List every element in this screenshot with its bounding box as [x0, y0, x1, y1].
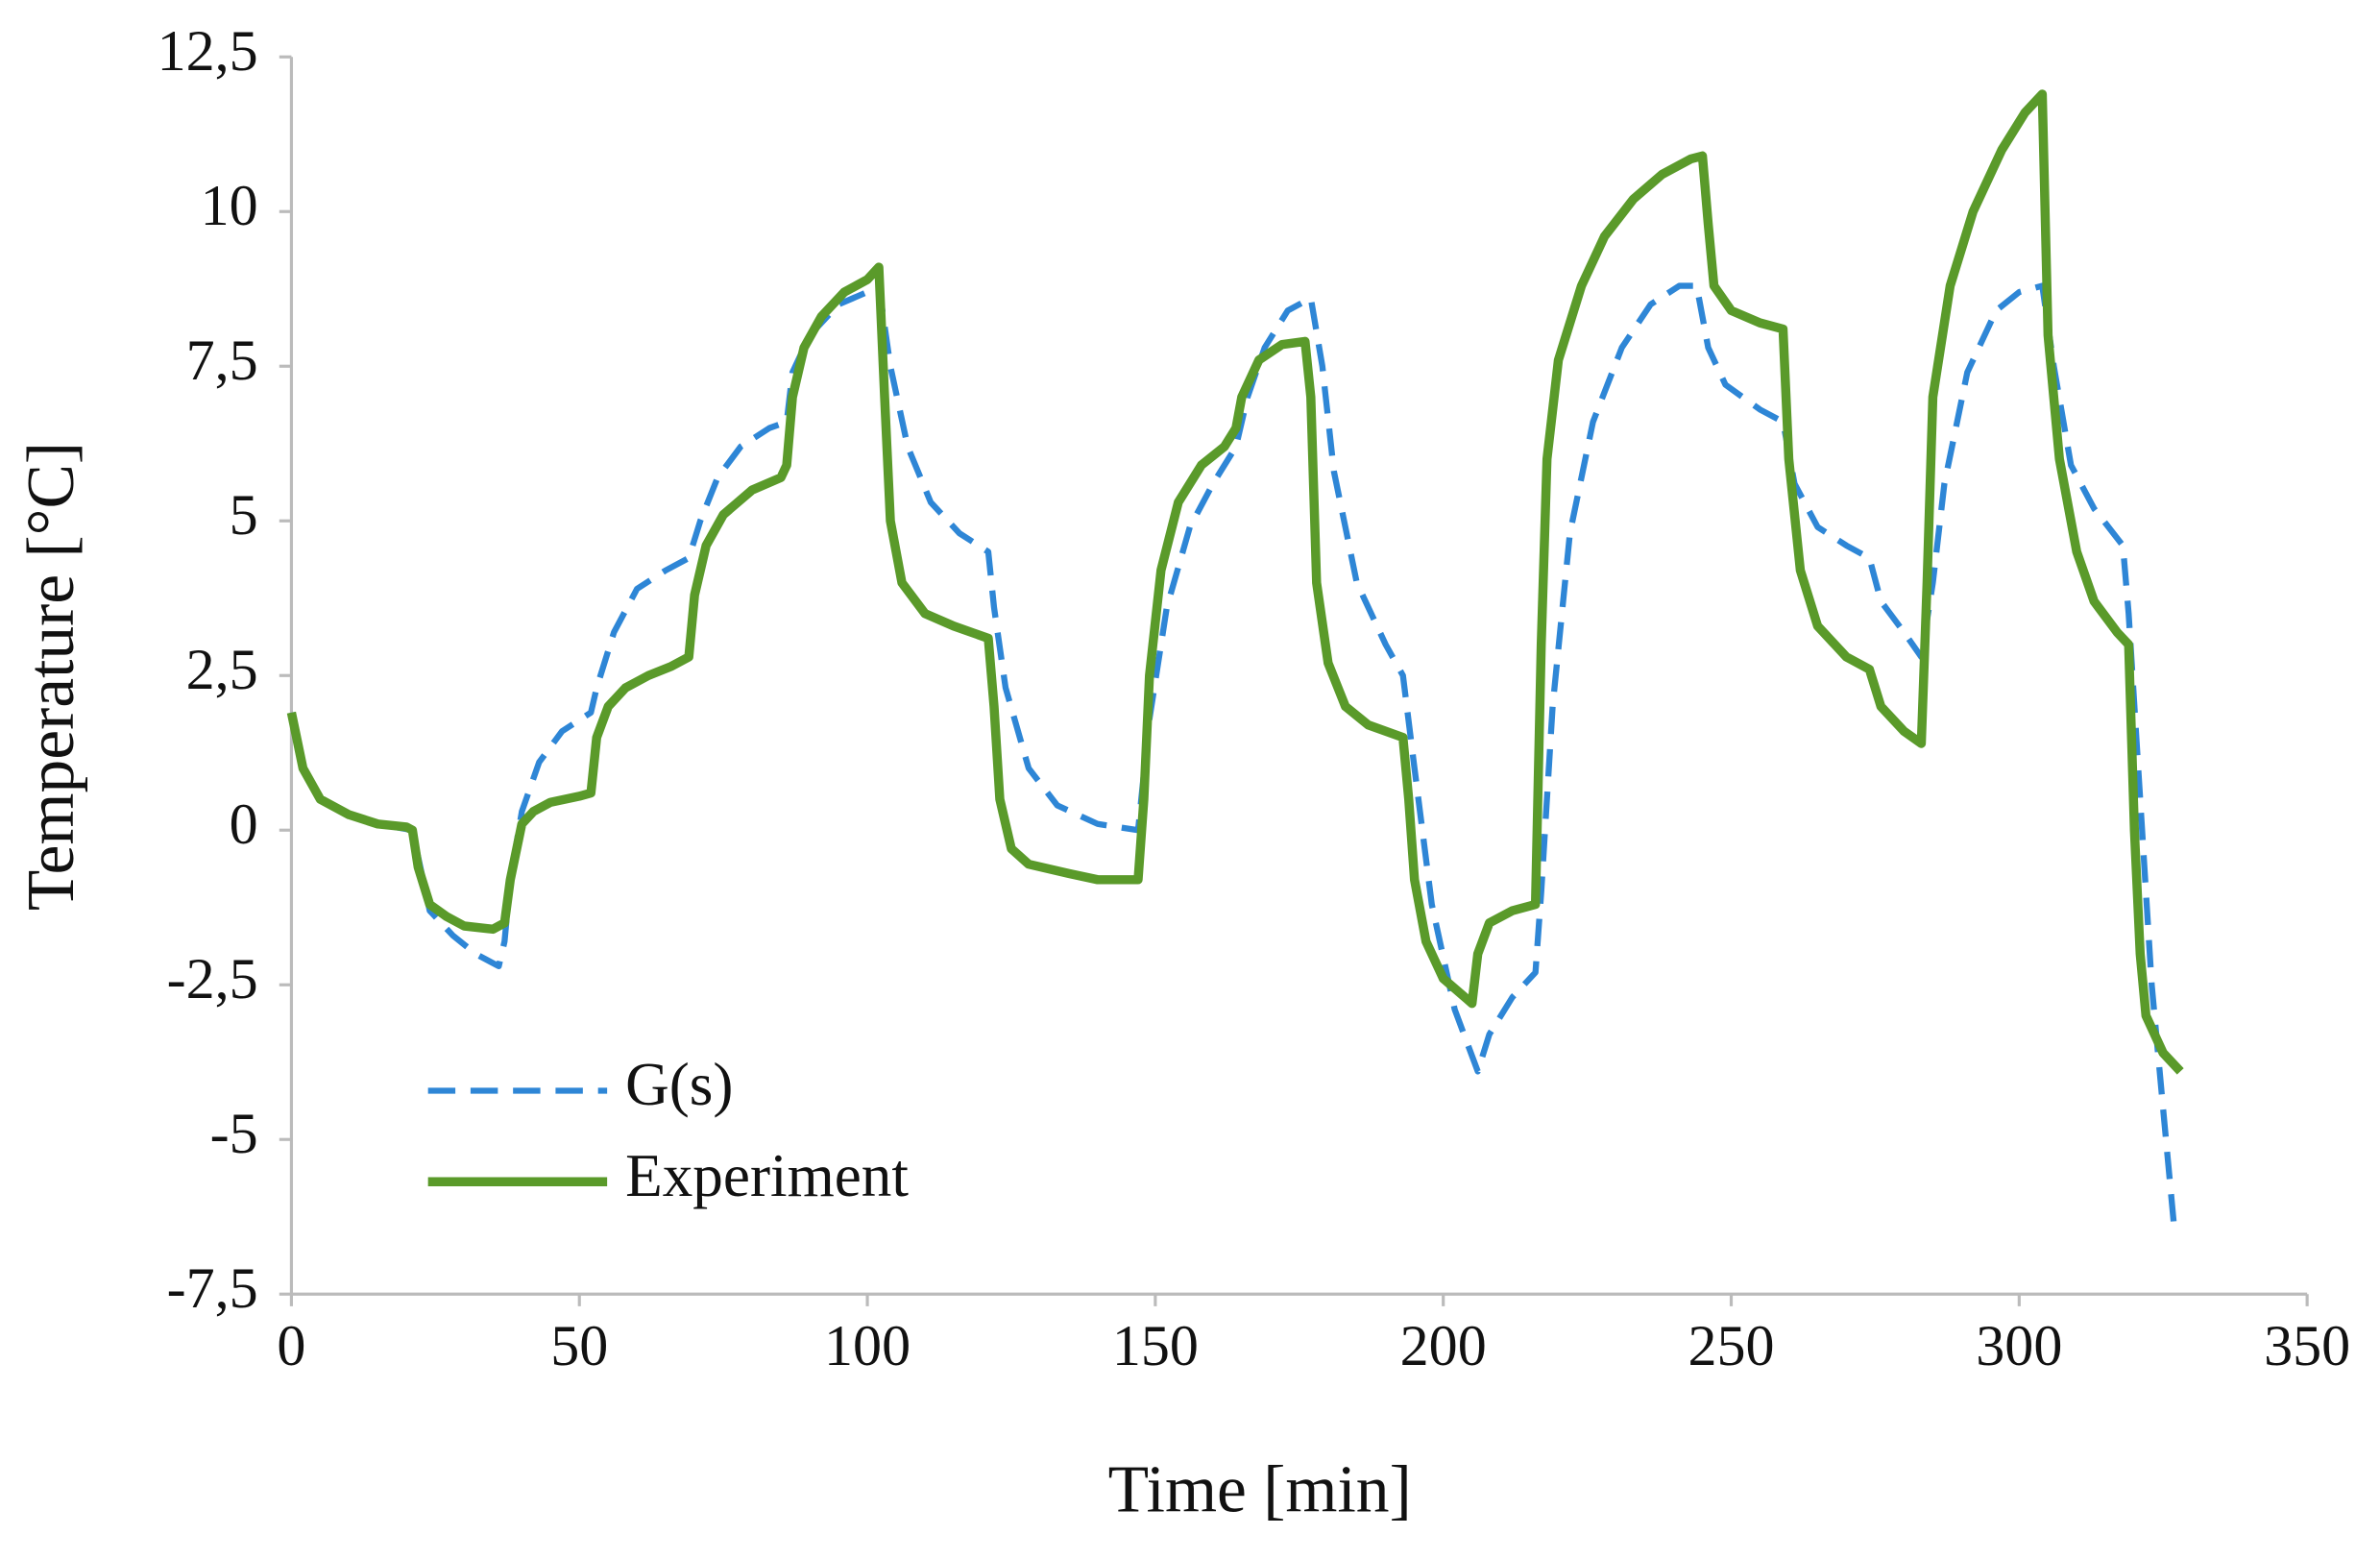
y-tick-label: 10	[201, 173, 258, 237]
series-line	[286, 89, 2184, 1075]
x-tick-label: 0	[277, 1313, 305, 1377]
legend-label: G(s)	[625, 1051, 733, 1118]
y-axis-label: Temperature [°C]	[14, 442, 88, 911]
y-tick-label: -7,5	[167, 1255, 258, 1320]
y-tick-label: 0	[230, 792, 258, 856]
x-axis-label: Time [min]	[1108, 1452, 1412, 1526]
y-tick-label: -2,5	[167, 946, 258, 1011]
x-tick-label: 250	[1688, 1313, 1774, 1377]
x-tick-label: 150	[1112, 1313, 1199, 1377]
y-tick-label: 5	[230, 482, 258, 547]
x-tick-label: 300	[1976, 1313, 2062, 1377]
x-tick-label: 100	[824, 1313, 911, 1377]
x-tick-label: 200	[1400, 1313, 1487, 1377]
legend-label: Experiment	[625, 1142, 909, 1209]
y-tick-label: -5	[210, 1101, 258, 1165]
y-tick-label: 12,5	[158, 18, 258, 83]
series-line	[288, 282, 2178, 1233]
y-tick-label: 7,5	[186, 328, 258, 392]
y-tick-label: 2,5	[186, 637, 258, 701]
x-tick-label: 350	[2264, 1313, 2350, 1377]
x-tick-label: 50	[550, 1313, 608, 1377]
